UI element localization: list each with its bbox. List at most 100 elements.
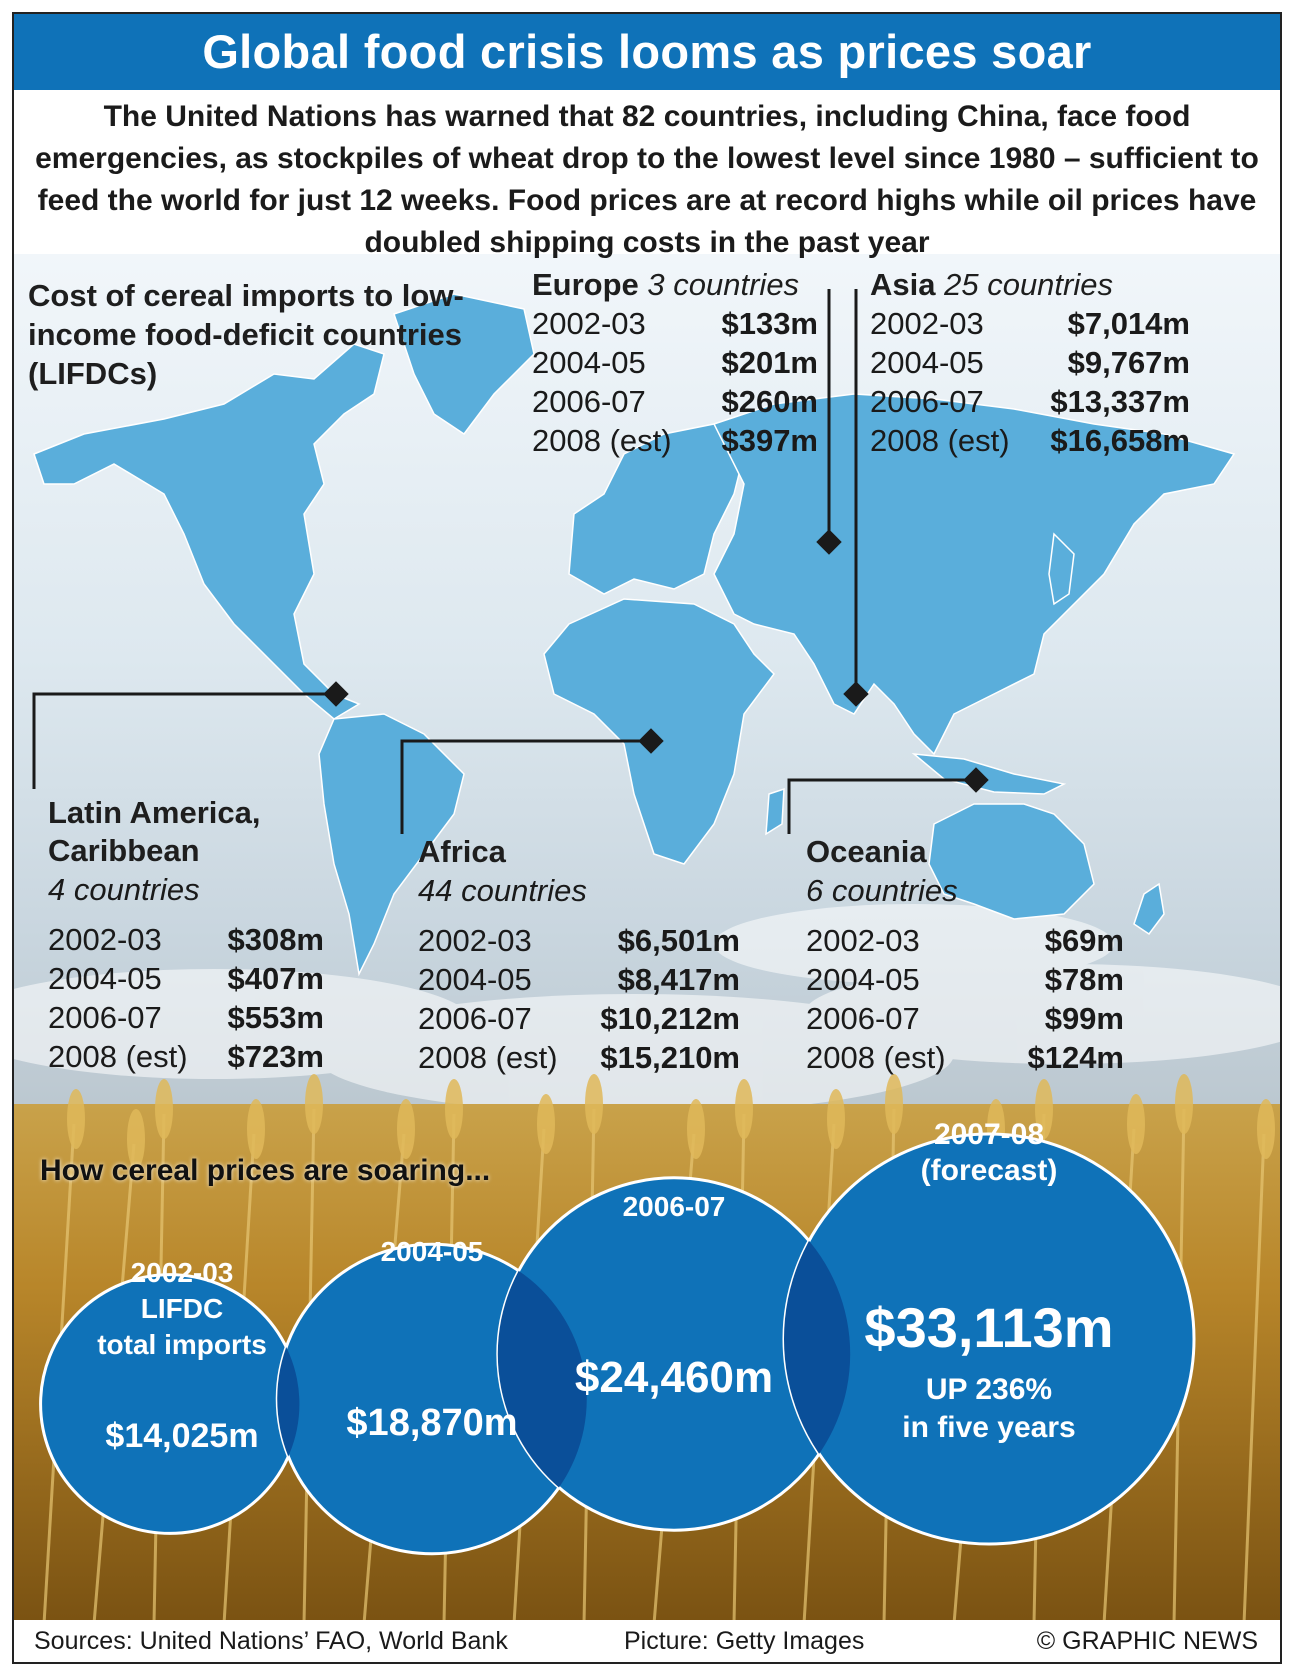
region-oceania-row: 2004-05 $78m bbox=[806, 960, 1124, 999]
row-value: $7,014m bbox=[1067, 306, 1190, 341]
bubble-chart: 2002-03 LIFDC total imports $14,025m 2004-05… bbox=[39, 1118, 1196, 1556]
region-africa-row: 2002-03 $6,501m bbox=[418, 921, 740, 960]
africa-marker bbox=[638, 728, 664, 754]
row-value: $201m bbox=[721, 345, 818, 380]
row-period: 2008 (est) bbox=[870, 423, 1010, 458]
bubble-period-label: total imports bbox=[97, 1329, 267, 1360]
continent-new-zealand bbox=[1133, 882, 1165, 936]
row-period: 2006-07 bbox=[870, 384, 984, 419]
region-europe-name: Europe bbox=[532, 267, 639, 302]
footer-sources: Sources: United Nations’ FAO, World Bank bbox=[34, 1627, 508, 1655]
region-asia-row: 2006-07 $13,337m bbox=[870, 382, 1190, 421]
row-period: 2004-05 bbox=[418, 962, 532, 997]
region-latam: Latin America, Caribbean 4 countries 200… bbox=[48, 794, 324, 1076]
bubble-value-label: $14,025m bbox=[105, 1417, 258, 1455]
row-period: 2004-05 bbox=[806, 962, 920, 997]
region-asia-count: 25 countries bbox=[944, 267, 1113, 302]
region-oceania-row: 2006-07 $99m bbox=[806, 999, 1124, 1038]
map-heading: Cost of cereal imports to low-income foo… bbox=[28, 278, 464, 391]
intro-text: The United Nations has warned that 82 co… bbox=[35, 100, 1259, 259]
row-period: 2002-03 bbox=[418, 923, 532, 958]
row-period: 2004-05 bbox=[48, 961, 162, 996]
africa-leader-line bbox=[400, 739, 651, 834]
region-europe: Europe 3 countries 2002-03 $133m 2004-05 $… bbox=[532, 266, 818, 460]
bubble-note: in five years bbox=[902, 1411, 1075, 1444]
footer: Sources: United Nations’ FAO, World Bank… bbox=[14, 1620, 1280, 1662]
latam-leader-line bbox=[32, 692, 336, 789]
row-value: $308m bbox=[227, 922, 324, 957]
europe-marker bbox=[816, 529, 842, 555]
region-latam-name: Latin America, bbox=[48, 795, 261, 830]
infographic-frame: Global food crisis looms as prices soar … bbox=[12, 12, 1282, 1664]
row-period: 2004-05 bbox=[532, 345, 646, 380]
region-asia-row: 2002-03 $7,014m bbox=[870, 304, 1190, 343]
footer-picture: Picture: Getty Images bbox=[624, 1627, 865, 1655]
row-period: 2002-03 bbox=[806, 923, 920, 958]
region-asia-name: Asia bbox=[870, 267, 936, 302]
region-africa-header: Africa bbox=[418, 833, 740, 871]
row-period: 2002-03 bbox=[48, 922, 162, 957]
continent-asia bbox=[712, 393, 1236, 756]
leader-markers bbox=[323, 529, 989, 793]
continents bbox=[33, 293, 1236, 977]
row-value: $69m bbox=[1044, 923, 1124, 958]
main-title: Global food crisis looms as prices soar bbox=[14, 14, 1280, 90]
region-europe-row: 2002-03 $133m bbox=[532, 304, 818, 343]
region-asia: Asia 25 countries 2002-03 $7,014m 2004-05… bbox=[870, 266, 1190, 460]
bubbles-heading: How cereal prices are soaring... bbox=[40, 1154, 491, 1187]
bubble-value-label: $24,460m bbox=[575, 1353, 773, 1402]
region-latam-name-line1: Latin America, bbox=[48, 794, 324, 832]
continent-africa bbox=[543, 598, 775, 865]
region-oceania-row: 2002-03 $69m bbox=[806, 921, 1124, 960]
bubble-period-label: 2002-03 bbox=[131, 1257, 234, 1288]
region-africa-row: 2004-05 $8,417m bbox=[418, 960, 740, 999]
region-oceania-name: Oceania bbox=[806, 834, 927, 869]
region-europe-row: 2008 (est) $397m bbox=[532, 421, 818, 460]
latam-marker bbox=[323, 681, 349, 707]
region-africa-name: Africa bbox=[418, 834, 506, 869]
region-oceania-count: 6 countries bbox=[806, 873, 958, 908]
row-value: $8,417m bbox=[617, 962, 740, 997]
row-value: $78m bbox=[1044, 962, 1124, 997]
wheat-stalks bbox=[42, 1108, 1266, 1625]
row-value: $553m bbox=[227, 1000, 324, 1035]
region-oceania-header: Oceania bbox=[806, 833, 1124, 871]
region-africa: Africa 44 countries 2002-03 $6,501m 2004-… bbox=[418, 833, 740, 1077]
row-period: 2006-07 bbox=[48, 1000, 162, 1035]
row-value: $397m bbox=[721, 423, 818, 458]
region-latam-row: 2008 (est) $723m bbox=[48, 1037, 324, 1076]
region-latam-name-line2: Caribbean bbox=[48, 832, 324, 870]
row-value: $124m bbox=[1027, 1040, 1124, 1075]
row-value: $6,501m bbox=[617, 923, 740, 958]
row-period: 2006-07 bbox=[418, 1001, 532, 1036]
region-latam-count: 4 countries bbox=[48, 872, 200, 907]
region-asia-row: 2008 (est) $16,658m bbox=[870, 421, 1190, 460]
continent-north-america bbox=[33, 343, 385, 720]
row-period: 2008 (est) bbox=[806, 1040, 946, 1075]
row-value: $99m bbox=[1044, 1001, 1124, 1036]
row-period: 2002-03 bbox=[870, 306, 984, 341]
region-asia-header: Asia 25 countries bbox=[870, 266, 1190, 304]
row-value: $10,212m bbox=[600, 1001, 740, 1036]
continent-madagascar bbox=[765, 787, 785, 836]
bubble-period-label: (forecast) bbox=[921, 1154, 1058, 1187]
row-period: 2006-07 bbox=[532, 384, 646, 419]
clouds bbox=[14, 904, 1280, 1114]
row-period: 2006-07 bbox=[806, 1001, 920, 1036]
oceania-marker bbox=[963, 767, 989, 793]
row-value: $15,210m bbox=[600, 1040, 740, 1075]
region-africa-count: 44 countries bbox=[418, 873, 587, 908]
region-oceania: Oceania 6 countries 2002-03 $69m 2004-05 $… bbox=[806, 833, 1124, 1077]
region-latam-row: 2002-03 $308m bbox=[48, 920, 324, 959]
region-asia-row: 2004-05 $9,767m bbox=[870, 343, 1190, 382]
bubble-value-label: $33,113m bbox=[864, 1296, 1113, 1359]
continent-japan bbox=[1048, 532, 1075, 606]
row-period: 2008 (est) bbox=[532, 423, 672, 458]
region-africa-row: 2008 (est) $15,210m bbox=[418, 1038, 740, 1077]
row-value: $407m bbox=[227, 961, 324, 996]
row-value: $133m bbox=[721, 306, 818, 341]
bubble-period-label: 2006-07 bbox=[623, 1191, 726, 1222]
region-europe-row: 2004-05 $201m bbox=[532, 343, 818, 382]
bubble-value-label: $18,870m bbox=[346, 1402, 517, 1444]
row-period: 2002-03 bbox=[532, 306, 646, 341]
